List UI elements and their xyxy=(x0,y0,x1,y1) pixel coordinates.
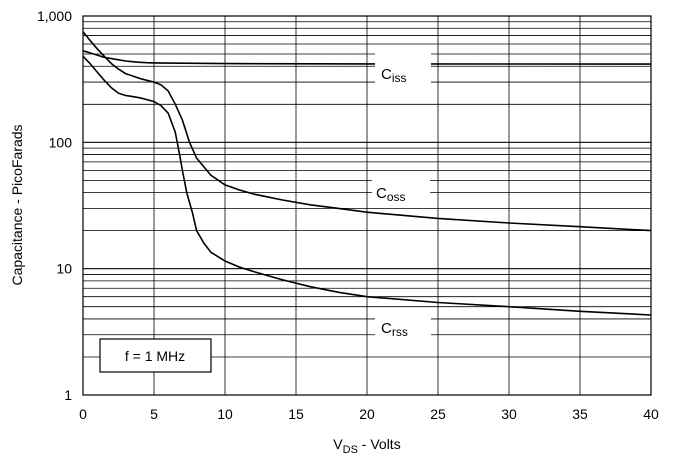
ciss-label-sub: iss xyxy=(392,71,407,85)
crss-label-main: C xyxy=(381,320,392,337)
plot-frame xyxy=(82,15,652,396)
coss-label-sub: oss xyxy=(387,190,406,204)
coss-label: Coss xyxy=(376,185,406,204)
x-axis-label-main: V xyxy=(333,436,343,452)
x-tick-label: 25 xyxy=(430,406,446,422)
x-tick-label: 30 xyxy=(501,406,517,422)
x-tick-labels: 0 5 10 15 20 25 30 35 40 xyxy=(79,406,659,422)
x-tick-label: 15 xyxy=(288,406,304,422)
crss-label-sub: rss xyxy=(392,325,408,339)
series-labels: Ciss Coss Crss xyxy=(372,49,431,344)
coss-label-main: C xyxy=(376,185,387,202)
x-tick-label: 10 xyxy=(217,406,233,422)
x-axis-label-rest: - Volts xyxy=(358,436,401,452)
y-tick-label: 100 xyxy=(49,134,73,150)
frequency-annotation: f = 1 MHz xyxy=(99,338,212,373)
x-tick-label: 40 xyxy=(643,406,659,422)
grid-lines xyxy=(83,16,651,395)
x-tick-label: 0 xyxy=(79,406,87,422)
ciss-label-bg xyxy=(375,49,431,95)
ciss-label: Ciss xyxy=(381,66,407,85)
series-lines xyxy=(82,31,652,316)
x-axis-label-subscript: DS xyxy=(343,444,358,456)
annotation-box xyxy=(99,338,212,373)
annotation-text: f = 1 MHz xyxy=(125,348,185,364)
series-line-ciss xyxy=(82,50,652,65)
y-tick-label: 1,000 xyxy=(37,8,72,24)
crss-label-bg xyxy=(375,314,431,344)
series-line-crss xyxy=(82,55,652,316)
series-line-coss xyxy=(82,31,652,232)
ciss-label-main: C xyxy=(381,66,392,83)
coss-label-bg xyxy=(372,178,430,206)
y-tick-labels: 1 10 100 1,000 xyxy=(37,8,72,403)
x-axis-label: VDS - Volts xyxy=(333,436,400,456)
y-axis-label: Capacitance - PicoFarads xyxy=(9,124,25,285)
x-tick-label: 5 xyxy=(150,406,158,422)
y-tick-label: 1 xyxy=(64,387,72,403)
x-tick-label: 35 xyxy=(572,406,588,422)
y-tick-label: 10 xyxy=(56,261,72,277)
crss-label: Crss xyxy=(381,320,408,339)
x-tick-label: 20 xyxy=(359,406,375,422)
